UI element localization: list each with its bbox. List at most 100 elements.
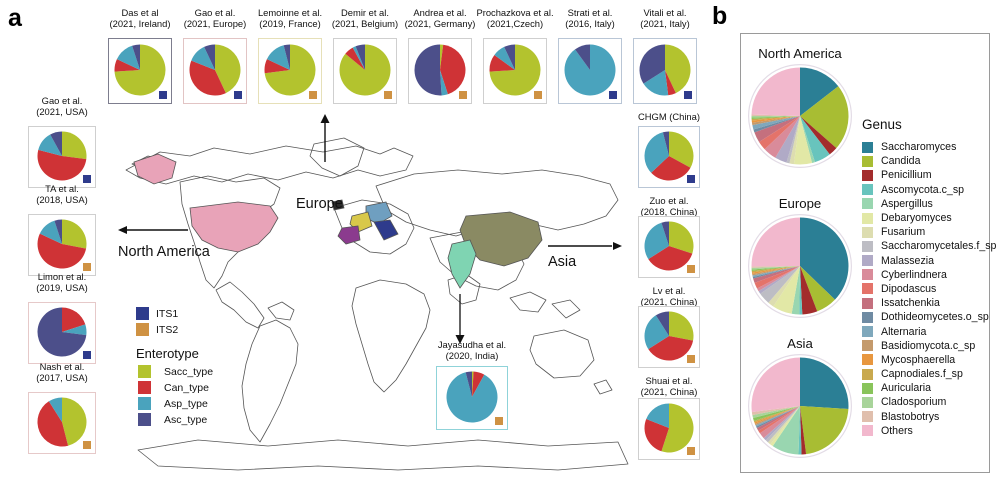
study-pie-box[interactable]: [638, 126, 700, 188]
pie-slice: [751, 116, 800, 126]
pie-slice: [54, 219, 62, 244]
genus-label: Dipodascus: [881, 282, 937, 295]
panel-b-pie-genus-europe[interactable]: [747, 213, 853, 323]
genus-legend-item: Alternaria: [862, 324, 996, 338]
pie-slice: [114, 59, 140, 72]
study-pie-box[interactable]: [408, 38, 472, 104]
study-pie-box[interactable]: [558, 38, 622, 104]
map-country-alaska: [133, 153, 177, 185]
legend-item-its2: ITS2: [136, 322, 213, 337]
genus-swatch: [862, 155, 873, 167]
panel-a-label: a: [8, 4, 22, 32]
map-country-china: [459, 211, 543, 267]
pie-slice: [643, 70, 669, 96]
study-caption: Zuo et al. (2018, China): [612, 195, 726, 217]
map-country-portugal-spain: [337, 225, 361, 245]
pie-slice: [772, 406, 800, 455]
pie-slice: [800, 357, 849, 410]
study-pie-box[interactable]: [436, 366, 508, 430]
pie-slice: [204, 44, 215, 70]
pie-slice: [48, 397, 62, 422]
study-pie-chart: [564, 44, 616, 96]
pie-slice: [764, 116, 800, 158]
study-pie-box[interactable]: [633, 38, 697, 104]
genus-swatch: [862, 240, 873, 252]
arrow-north-america: [118, 226, 188, 234]
pie-slice: [789, 116, 800, 165]
genus-label: Malassezia: [881, 254, 934, 267]
genus-swatch: [862, 184, 873, 196]
genus-label: Alternaria: [881, 325, 927, 338]
genus-swatch: [862, 396, 873, 408]
pie-slice: [648, 246, 693, 271]
study-subtitle: (2021, Ireland): [109, 17, 171, 29]
study-pie-box[interactable]: [483, 38, 547, 104]
study-pie-box[interactable]: [28, 126, 96, 188]
study-caption: Limon et al. (2019, USA): [2, 271, 122, 293]
pie-slice: [800, 406, 849, 455]
genus-legend-item: Penicillium: [862, 168, 996, 182]
study-pie-box[interactable]: [638, 306, 700, 368]
sacc-type-swatch: [138, 365, 151, 378]
study-caption: Gao et al. (2021, Europe): [157, 7, 273, 29]
genus-legend-item: Auricularia: [862, 381, 996, 395]
study-pie-box[interactable]: [28, 302, 96, 364]
study-pie-box[interactable]: [258, 38, 322, 104]
pie-slice: [50, 131, 62, 156]
pie-slice: [751, 116, 800, 123]
study-pie-box[interactable]: [183, 38, 247, 104]
genus-legend-item: Dothideomycetes.o_sp: [862, 310, 996, 324]
arrow-europe: [320, 114, 330, 162]
genus-swatch: [862, 255, 873, 267]
pie-slice: [751, 266, 800, 268]
enterotype-legend-title: Enterotype: [136, 346, 199, 361]
study-pie-box[interactable]: [28, 392, 96, 454]
legend-genus: Saccharomyces Candida Penicillium Ascomycot…: [862, 140, 996, 438]
genus-label: Dothideomycetes.o_sp: [881, 311, 989, 324]
study-pie-box[interactable]: [333, 38, 397, 104]
pie-slice: [465, 371, 472, 397]
genus-swatch: [862, 311, 873, 323]
pie-slice: [669, 131, 694, 168]
genus-label: Mycosphaerella: [881, 353, 956, 366]
pie-slice: [751, 406, 800, 416]
study-caption: Nash et al. (2017, USA): [2, 361, 122, 383]
genus-legend-item: Mycosphaerella: [862, 353, 996, 367]
pie-slice: [753, 116, 800, 133]
pie-slice: [775, 116, 800, 163]
pie-slice: [644, 222, 669, 260]
panel-b-pie-genus-north-america[interactable]: [747, 63, 853, 173]
study-pie-box[interactable]: [28, 214, 96, 276]
study-subtitle: (2021, Italy): [640, 17, 690, 29]
study-subtitle: (2016, Italy): [565, 17, 615, 29]
genus-legend-item: Aspergillus: [862, 197, 996, 211]
asc-type-swatch: [138, 413, 151, 426]
pie-slice: [760, 266, 800, 303]
pie-slice: [754, 406, 800, 424]
pie-slice: [665, 70, 676, 96]
panel-b-pie-genus-asia[interactable]: [747, 353, 853, 463]
study-pie-box[interactable]: [108, 38, 172, 104]
pie-slice: [414, 44, 442, 96]
pie-slice: [189, 60, 226, 96]
study-caption: Lv et al. (2021, China): [612, 285, 726, 307]
pie-slice: [472, 371, 474, 397]
genus-label: Others: [881, 424, 913, 437]
study-subtitle: (2021, Belgium): [331, 17, 399, 29]
genus-swatch: [862, 326, 873, 338]
study-title: Demir et al.: [341, 7, 389, 18]
genus-swatch: [862, 368, 873, 380]
study-pie-box[interactable]: [638, 216, 700, 278]
asp-type-swatch: [138, 397, 151, 410]
pie-slice: [800, 266, 835, 312]
pie-slice: [751, 67, 800, 116]
study-caption: Prochazkova et al. (2021,Czech): [457, 7, 573, 29]
world-map-svg: [125, 137, 629, 471]
study-pie-chart: [339, 44, 391, 96]
genus-swatch: [862, 340, 873, 352]
map-country-italy: [373, 219, 399, 241]
arrow-asia: [548, 242, 622, 250]
map-label-asia: Asia: [548, 254, 577, 270]
pie-slice: [62, 324, 87, 336]
study-pie-box[interactable]: [638, 398, 700, 460]
